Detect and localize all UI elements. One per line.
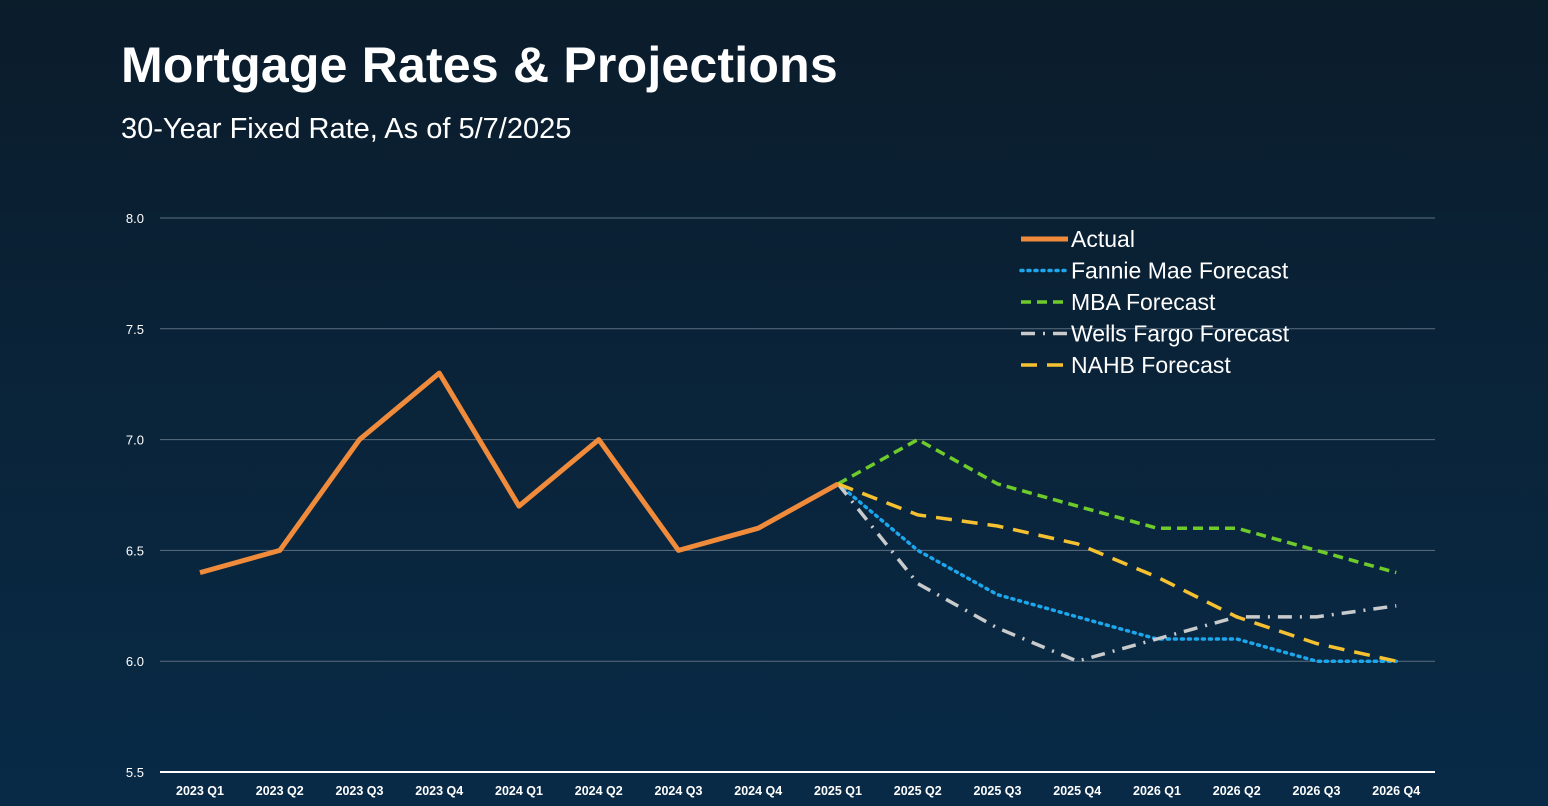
y-tick-label: 8.0 bbox=[126, 211, 144, 226]
legend: Actual Fannie Mae Forecast MBA Forecast Wel… bbox=[1019, 226, 1290, 378]
x-tick-label: 2024 Q1 bbox=[495, 784, 543, 798]
x-axis-ticks: 2023 Q1 2023 Q2 2023 Q3 2023 Q4 2024 Q1 2024 … bbox=[176, 784, 1420, 798]
y-axis-ticks: 5.5 6.0 6.5 7.0 7.5 8.0 bbox=[126, 211, 144, 780]
x-tick-label: 2026 Q4 bbox=[1372, 784, 1420, 798]
y-tick-label: 7.0 bbox=[126, 433, 144, 448]
x-tick-label: 2026 Q2 bbox=[1213, 784, 1261, 798]
x-tick-label: 2023 Q3 bbox=[336, 784, 384, 798]
x-tick-label: 2023 Q2 bbox=[256, 784, 304, 798]
series-line-nahb-forecast bbox=[837, 482, 1397, 663]
x-tick-label: 2025 Q1 bbox=[814, 784, 862, 798]
series-line-wells-fargo-forecast bbox=[836, 482, 1397, 663]
chart-title: Mortgage Rates & Projections bbox=[121, 37, 838, 93]
series-lines bbox=[199, 370, 1399, 663]
series-line-fannie-mae-forecast bbox=[836, 482, 1399, 663]
x-tick-label: 2026 Q1 bbox=[1133, 784, 1181, 798]
y-tick-label: 7.5 bbox=[126, 322, 144, 337]
legend-label: Fannie Mae Forecast bbox=[1071, 258, 1289, 284]
legend-label: Wells Fargo Forecast bbox=[1071, 321, 1290, 347]
y-tick-label: 6.5 bbox=[126, 543, 144, 558]
x-tick-label: 2026 Q3 bbox=[1293, 784, 1341, 798]
chart-subtitle: 30-Year Fixed Rate, As of 5/7/2025 bbox=[121, 113, 572, 145]
y-tick-label: 6.0 bbox=[126, 654, 144, 669]
x-tick-label: 2024 Q2 bbox=[575, 784, 623, 798]
x-tick-label: 2023 Q4 bbox=[415, 784, 463, 798]
legend-label: Actual bbox=[1071, 226, 1135, 252]
x-tick-label: 2025 Q3 bbox=[974, 784, 1022, 798]
legend-label: MBA Forecast bbox=[1071, 289, 1216, 315]
x-tick-label: 2023 Q1 bbox=[176, 784, 224, 798]
legend-label: NAHB Forecast bbox=[1071, 352, 1231, 378]
grid-lines bbox=[160, 217, 1435, 773]
series-line-actual bbox=[199, 370, 840, 576]
x-tick-label: 2025 Q4 bbox=[1053, 784, 1101, 798]
x-tick-label: 2024 Q3 bbox=[655, 784, 703, 798]
series-line-mba-forecast bbox=[837, 437, 1397, 575]
y-tick-label: 5.5 bbox=[126, 765, 144, 780]
x-tick-label: 2025 Q2 bbox=[894, 784, 942, 798]
x-tick-label: 2024 Q4 bbox=[734, 784, 782, 798]
